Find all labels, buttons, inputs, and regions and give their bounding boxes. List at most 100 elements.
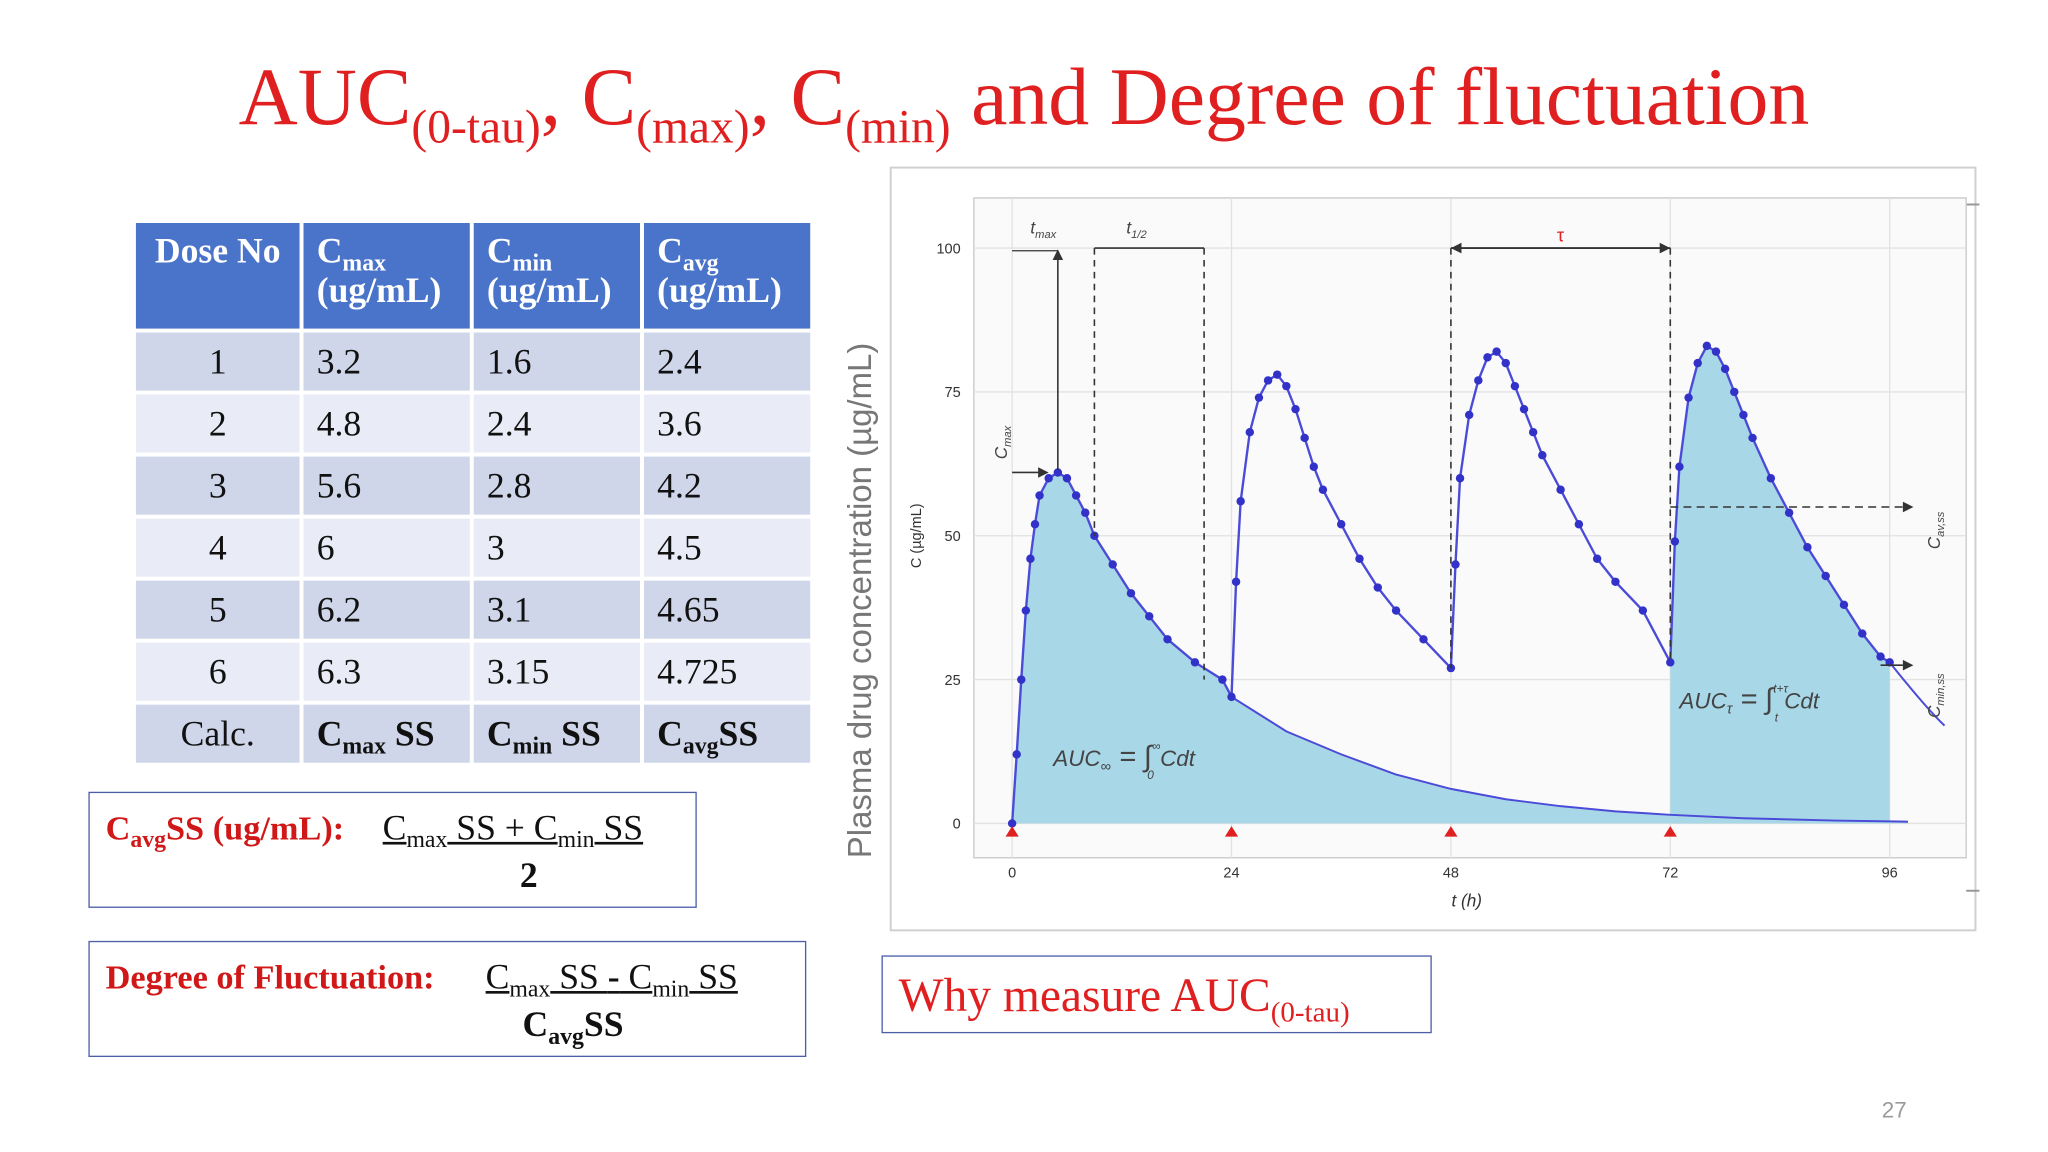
auc-tau-fill bbox=[1670, 345, 1890, 824]
data-point bbox=[1300, 433, 1309, 443]
tau-arrow-right bbox=[1659, 242, 1671, 254]
dose-marker bbox=[1005, 826, 1019, 837]
data-point bbox=[1528, 427, 1538, 437]
data-point bbox=[1012, 750, 1021, 759]
cell-cmax: 6.3 bbox=[303, 642, 470, 701]
fluctuation-formula-box: Degree of Fluctuation: Cmax SS - Cmin SS… bbox=[88, 940, 807, 1057]
data-point bbox=[1190, 658, 1200, 667]
y-tick-label: 0 bbox=[953, 817, 961, 833]
data-point bbox=[1839, 600, 1849, 610]
data-point bbox=[1766, 474, 1776, 483]
dose-table: Dose No Cmax (ug/mL) Cmin (ug/mL) Cavg (ug/… bbox=[132, 219, 814, 767]
data-point bbox=[1163, 635, 1172, 644]
concentration-line-extension bbox=[1888, 661, 1946, 727]
table-row: 4 6 3 4.5 bbox=[135, 518, 811, 577]
cell-cmax: 6 bbox=[303, 518, 470, 577]
x-tick-label: 24 bbox=[1223, 866, 1239, 882]
data-point bbox=[1021, 606, 1031, 615]
data-point bbox=[1702, 341, 1712, 351]
cell-cmin: 3 bbox=[473, 518, 641, 577]
y-tick-label: 75 bbox=[945, 385, 961, 401]
data-point bbox=[1373, 583, 1382, 592]
data-point bbox=[1492, 347, 1501, 356]
data-point bbox=[1501, 358, 1510, 368]
data-point bbox=[1611, 577, 1620, 587]
why-measure-box: Why measure AUC(0-tau) bbox=[881, 955, 1432, 1034]
cavg-formula-box: CavgSS (ug/mL): Cmax SS + Cmin SS 2 bbox=[88, 791, 697, 908]
data-point bbox=[1309, 462, 1319, 471]
data-point bbox=[1693, 358, 1702, 368]
data-point bbox=[1282, 381, 1291, 391]
cell-cmin: 2.8 bbox=[473, 456, 641, 515]
data-point bbox=[1474, 376, 1483, 385]
data-point bbox=[1684, 393, 1693, 402]
cell-cmax: 4.8 bbox=[303, 394, 470, 453]
cell-dose-no: 1 bbox=[135, 332, 300, 391]
data-point bbox=[1464, 410, 1474, 420]
cavg-formula-numerator: Cmax SS + Cmin SS bbox=[382, 807, 644, 853]
cell-dose-no: 3 bbox=[135, 456, 300, 515]
data-point bbox=[1821, 571, 1830, 581]
slide-title: AUC(0-tau), C(max), C(min) and Degree of… bbox=[238, 52, 1810, 154]
cell-cmin: 3.15 bbox=[473, 642, 641, 701]
calc-cmin-ss: Cmin SS bbox=[473, 704, 641, 763]
data-point bbox=[1538, 450, 1547, 460]
data-point bbox=[1145, 612, 1154, 621]
cell-dose-no: 4 bbox=[135, 518, 300, 577]
header-cavg: Cavg (ug/mL) bbox=[643, 223, 811, 329]
calc-cavg-ss: CavgSS bbox=[643, 704, 811, 763]
auc-infinity-label: AUC∞ = ∫∞ 0 Cdt bbox=[1051, 739, 1195, 782]
y-tick-label: 50 bbox=[945, 529, 961, 545]
x-tick-label: 48 bbox=[1443, 866, 1459, 882]
data-point bbox=[1455, 474, 1465, 483]
cell-cmin: 2.4 bbox=[473, 394, 641, 453]
data-point bbox=[1227, 692, 1236, 702]
data-point bbox=[1044, 474, 1053, 483]
y-axis-label: C (µg/mL) bbox=[909, 503, 925, 568]
data-point bbox=[1675, 462, 1684, 471]
cell-dose-no: 6 bbox=[135, 642, 300, 701]
tmax-arrowhead bbox=[1052, 249, 1064, 260]
data-point bbox=[1336, 520, 1346, 529]
data-point bbox=[1739, 410, 1748, 420]
data-point bbox=[1071, 491, 1081, 500]
data-point bbox=[1263, 376, 1273, 385]
x-tick-label: 0 bbox=[1008, 866, 1016, 882]
data-point bbox=[1419, 635, 1428, 644]
calc-label: Calc. bbox=[135, 704, 300, 763]
data-point bbox=[1510, 381, 1520, 391]
data-point bbox=[1748, 433, 1757, 443]
cell-dose-no: 2 bbox=[135, 394, 300, 453]
data-point bbox=[1784, 508, 1794, 517]
data-point bbox=[1803, 543, 1812, 552]
header-cmin: Cmin (ug/mL) bbox=[473, 223, 641, 329]
cmin-ss-arrowhead bbox=[1902, 659, 1914, 671]
cell-cavg: 4.5 bbox=[643, 518, 811, 577]
cell-cavg: 4.2 bbox=[643, 456, 811, 515]
data-point bbox=[1451, 560, 1460, 569]
cell-cmax: 3.2 bbox=[303, 332, 470, 391]
table-row: 2 4.8 2.4 3.6 bbox=[135, 394, 811, 453]
cav-arrowhead bbox=[1902, 501, 1914, 513]
cell-cmin: 3.1 bbox=[473, 580, 641, 639]
cmax-arrowhead bbox=[1038, 467, 1049, 478]
data-point bbox=[1556, 485, 1565, 494]
cmin-ss-label: Cmin,ss bbox=[1924, 673, 1947, 718]
table-header-row: Dose No Cmax (ug/mL) Cmin (ug/mL) Cavg (ug/… bbox=[135, 223, 811, 329]
header-dose-no: Dose No bbox=[135, 223, 300, 329]
x-tick-label: 72 bbox=[1662, 866, 1678, 882]
plot-area: 0 25 50 75 100 0 24 48 72 96 t (h) C (µg/mL) tmax Cma… bbox=[909, 197, 1967, 911]
cmax-arrow-label: Cmax bbox=[991, 425, 1014, 459]
table-body: 1 3.2 1.6 2.4 2 4.8 2.4 3.6 3 5.6 2.8 4.2 4 6 3 4.5 5 6.2… bbox=[135, 332, 811, 701]
outer-y-axis-label: Plasma drug concentration (µg/mL) bbox=[841, 343, 878, 859]
y-tick-label: 25 bbox=[945, 673, 961, 689]
dose-marker bbox=[1444, 826, 1458, 837]
thalf-label: t1/2 bbox=[1126, 218, 1147, 241]
cell-cmin: 1.6 bbox=[473, 332, 641, 391]
dose-marker bbox=[1224, 826, 1239, 837]
cell-cmax: 5.6 bbox=[303, 456, 470, 515]
data-point bbox=[1272, 370, 1282, 379]
data-point bbox=[1519, 404, 1529, 414]
table-row-calc: Calc. Cmax SS Cmin SS CavgSS bbox=[135, 704, 811, 763]
data-point bbox=[1291, 404, 1300, 414]
